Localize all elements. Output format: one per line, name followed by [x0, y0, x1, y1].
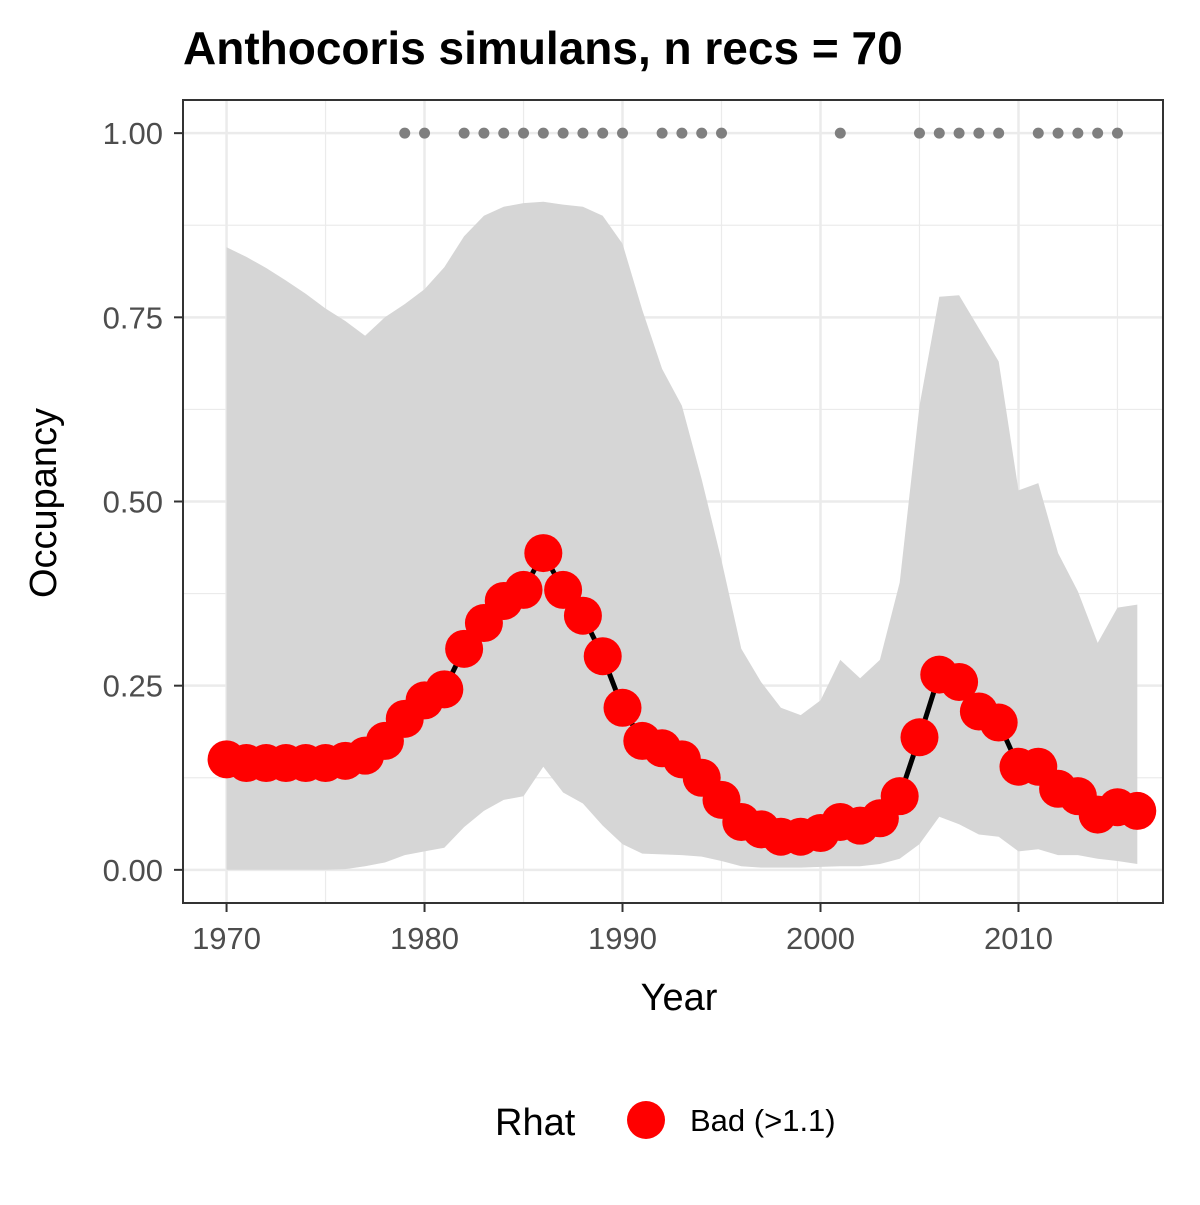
occupancy-point	[544, 570, 583, 609]
record-marker	[478, 127, 490, 139]
occupancy-point	[425, 670, 464, 709]
x-axis-title: Year	[641, 977, 718, 1019]
occupancy-point	[563, 596, 602, 635]
occupancy-point	[445, 629, 484, 668]
x-tick-label: 1990	[588, 921, 657, 956]
occupancy-point	[1118, 791, 1157, 830]
record-marker	[1032, 127, 1044, 139]
chart-title: Anthocoris simulans, n recs = 70	[183, 22, 903, 74]
occupancy-point	[940, 662, 979, 701]
record-marker	[973, 127, 985, 139]
y-axis-title: Occupancy	[23, 408, 65, 598]
y-tick-label: 0.25	[103, 669, 163, 704]
record-marker	[399, 127, 411, 139]
record-marker	[696, 127, 708, 139]
record-marker	[1072, 127, 1084, 139]
record-marker	[617, 127, 629, 139]
record-marker	[1092, 127, 1104, 139]
legend-label-bad: Bad (>1.1)	[690, 1103, 836, 1138]
y-tick-label: 0.50	[103, 485, 163, 520]
occupancy-points	[207, 534, 1157, 856]
record-marker	[597, 127, 609, 139]
y-tick-label: 0.00	[103, 853, 163, 888]
record-marker	[419, 127, 431, 139]
record-marker	[577, 127, 589, 139]
y-tick-label: 0.75	[103, 300, 163, 335]
record-marker	[716, 127, 728, 139]
x-axis: 1970 1980 1990 2000 2010	[192, 903, 1053, 956]
occupancy-point	[524, 534, 563, 573]
record-marker	[557, 127, 569, 139]
record-marker	[458, 127, 470, 139]
y-tick-label: 1.00	[103, 116, 163, 151]
occupancy-point	[603, 688, 642, 727]
record-marker	[1052, 127, 1064, 139]
record-marker	[913, 127, 925, 139]
record-marker	[953, 127, 965, 139]
record-marker	[656, 127, 668, 139]
record-marker	[518, 127, 530, 139]
occupancy-point	[583, 637, 622, 676]
record-marker	[676, 127, 688, 139]
x-tick-label: 2010	[984, 921, 1053, 956]
occupancy-point	[504, 570, 543, 609]
record-marker	[498, 127, 510, 139]
legend-key-bad	[627, 1101, 665, 1139]
x-tick-label: 1970	[192, 921, 261, 956]
record-marker	[834, 127, 846, 139]
y-axis: 0.00 0.25 0.50 0.75 1.00	[103, 116, 183, 888]
record-marker	[933, 127, 945, 139]
record-marker	[537, 127, 549, 139]
record-marker	[993, 127, 1005, 139]
record-year-markers	[399, 127, 1123, 139]
legend: Rhat Bad (>1.1)	[495, 1101, 836, 1144]
occupancy-point	[979, 703, 1018, 742]
record-marker	[1111, 127, 1123, 139]
x-tick-label: 1980	[390, 921, 459, 956]
legend-title: Rhat	[495, 1102, 576, 1144]
x-tick-label: 2000	[786, 921, 855, 956]
occupancy-point	[880, 777, 919, 816]
occupancy-point	[900, 718, 939, 757]
